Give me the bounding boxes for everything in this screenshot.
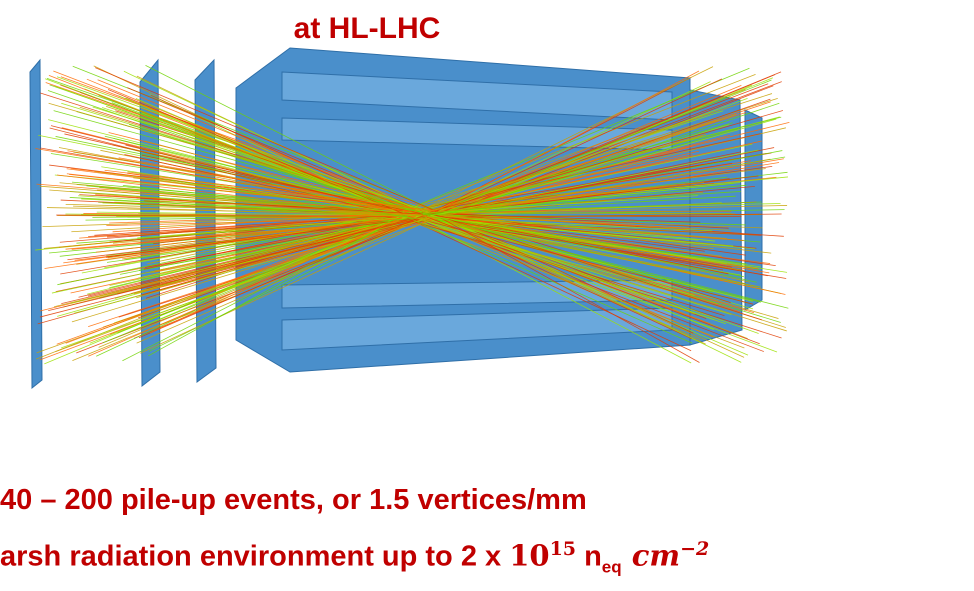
bullet-text: 40 – 200 pile-up events, or 1.5 vertices… <box>0 484 587 517</box>
math: cm <box>622 539 680 573</box>
math: 10 <box>509 539 549 573</box>
slide: at HL-LHC 40 – 200 pile-up events, or 1.… <box>0 0 974 591</box>
slide-title: at HL-LHC <box>0 12 734 46</box>
text: n <box>576 541 602 573</box>
detector-image <box>0 0 974 420</box>
subscript: eq <box>602 557 622 576</box>
bullet-text: arsh radiation environment up to 2 x 101… <box>0 538 709 577</box>
superscript: 15 <box>550 538 576 560</box>
text: arsh radiation environment up to 2 x <box>0 541 509 573</box>
superscript: −2 <box>680 538 709 560</box>
endcap-disk <box>30 60 42 388</box>
